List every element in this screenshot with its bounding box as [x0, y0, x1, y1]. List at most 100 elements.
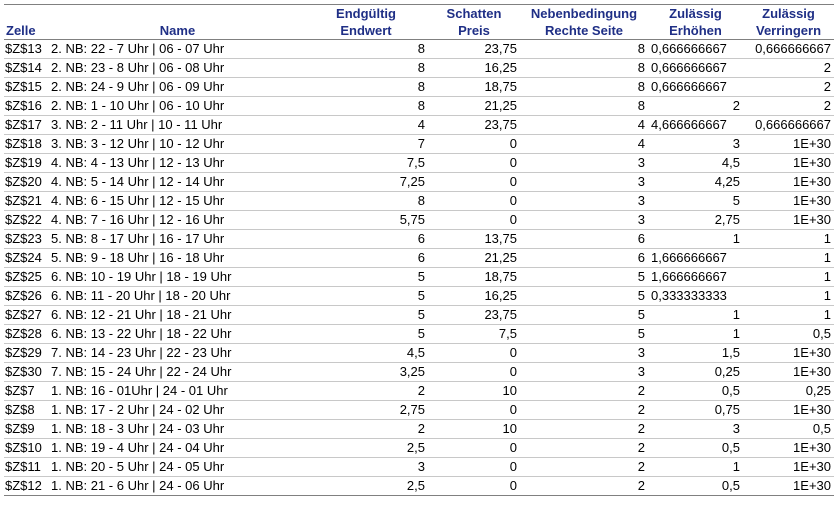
shadow-price: 0 — [509, 345, 517, 360]
table-row: $Z$15 2. NB: 24 - 9 Uhr | 06 - 09 Uhr 8 18,… — [4, 78, 834, 97]
table-header: Endgültig Schatten Nebenbedingung Zuläss… — [4, 4, 834, 40]
allowable-increase: 0,5 — [721, 383, 740, 398]
constraint-name: 7. NB: 14 - 23 Uhr | 22 - 23 Uhr — [51, 345, 232, 360]
allowable-increase: 5 — [732, 193, 740, 208]
shadow-price: 18,75 — [484, 269, 517, 284]
allowable-decrease: 1 — [823, 288, 831, 303]
constraint-name: 4. NB: 6 - 15 Uhr | 12 - 15 Uhr — [51, 193, 225, 208]
constraint-name: 4. NB: 5 - 14 Uhr | 12 - 14 Uhr — [51, 174, 225, 189]
cell-ref: $Z$26 — [5, 288, 42, 303]
allowable-decrease: 2 — [823, 60, 831, 75]
allowable-decrease: 0,666666667 — [755, 117, 831, 132]
shadow-price: 7,5 — [498, 326, 517, 341]
allowable-increase: 0,5 — [721, 440, 740, 455]
table-row: $Z$20 4. NB: 5 - 14 Uhr | 12 - 14 Uhr 7,25… — [4, 173, 834, 192]
final-value: 2,5 — [406, 478, 425, 493]
cell-ref: $Z$27 — [5, 307, 42, 322]
final-value: 5,75 — [399, 212, 425, 227]
cell-ref: $Z$9 — [5, 421, 35, 436]
allowable-increase: 4,5 — [721, 155, 740, 170]
constraint-name: 2. NB: 1 - 10 Uhr | 06 - 10 Uhr — [51, 98, 225, 113]
allowable-increase: 4,25 — [714, 174, 740, 189]
allowable-increase: 2,75 — [714, 212, 740, 227]
constraint-rhs: 3 — [637, 212, 645, 227]
shadow-price: 0 — [509, 402, 517, 417]
shadow-price: 23,75 — [484, 117, 517, 132]
table-row: $Z$25 6. NB: 10 - 19 Uhr | 18 - 19 Uhr 5 18… — [4, 268, 834, 287]
table-row: $Z$24 5. NB: 9 - 18 Uhr | 16 - 18 Uhr 6 21,… — [4, 249, 834, 268]
cell-ref: $Z$23 — [5, 231, 42, 246]
constraint-name: 6. NB: 12 - 21 Uhr | 18 - 21 Uhr — [51, 307, 232, 322]
table-row: $Z$26 6. NB: 11 - 20 Uhr | 18 - 20 Uhr 5 16… — [4, 287, 834, 306]
shadow-price: 0 — [509, 478, 517, 493]
cell-ref: $Z$24 — [5, 250, 42, 265]
cell-ref: $Z$14 — [5, 60, 42, 75]
constraints-table: Endgültig Schatten Nebenbedingung Zuläss… — [4, 4, 834, 496]
constraint-name: 1. NB: 20 - 5 Uhr | 24 - 05 Uhr — [51, 459, 225, 474]
allowable-decrease: 1 — [823, 250, 831, 265]
allowable-decrease: 1 — [823, 307, 831, 322]
table-row: $Z$29 7. NB: 14 - 23 Uhr | 22 - 23 Uhr 4,5… — [4, 344, 834, 363]
constraint-rhs: 3 — [637, 155, 645, 170]
cell-ref: $Z$22 — [5, 212, 42, 227]
final-value: 5 — [417, 269, 425, 284]
final-value: 7,25 — [399, 174, 425, 189]
allowable-decrease: 1E+30 — [793, 459, 831, 474]
cell-ref: $Z$17 — [5, 117, 42, 132]
constraint-rhs: 2 — [637, 383, 645, 398]
constraint-rhs: 5 — [637, 326, 645, 341]
constraint-rhs: 8 — [637, 60, 645, 75]
constraint-name: 5. NB: 8 - 17 Uhr | 16 - 17 Uhr — [51, 231, 225, 246]
header-allowable-increase: Erhöhen — [669, 23, 722, 38]
final-value: 8 — [417, 193, 425, 208]
allowable-increase: 1 — [732, 307, 740, 322]
allowable-increase: 1,666666667 — [651, 250, 727, 265]
constraint-name: 4. NB: 4 - 13 Uhr | 12 - 13 Uhr — [51, 155, 225, 170]
final-value: 7 — [417, 136, 425, 151]
cell-ref: $Z$28 — [5, 326, 42, 341]
constraint-name: 2. NB: 22 - 7 Uhr | 06 - 07 Uhr — [51, 41, 225, 56]
constraint-name: 6. NB: 11 - 20 Uhr | 18 - 20 Uhr — [51, 288, 231, 303]
allowable-increase: 3 — [732, 421, 740, 436]
final-value: 8 — [417, 60, 425, 75]
final-value: 4 — [417, 117, 425, 132]
table-row: $Z$21 4. NB: 6 - 15 Uhr | 12 - 15 Uhr 8 0 3 5… — [4, 192, 834, 211]
constraint-name: 1. NB: 21 - 6 Uhr | 24 - 06 Uhr — [51, 478, 225, 493]
final-value: 7,5 — [406, 155, 425, 170]
constraint-rhs: 6 — [637, 250, 645, 265]
final-value: 3 — [417, 459, 425, 474]
constraint-rhs: 2 — [637, 459, 645, 474]
allowable-increase: 2 — [732, 98, 740, 113]
table-row: $Z$10 1. NB: 19 - 4 Uhr | 24 - 04 Uhr 2,5 0… — [4, 439, 834, 458]
table-row: $Z$17 3. NB: 2 - 11 Uhr | 10 - 11 Uhr 4 23,… — [4, 116, 834, 135]
allowable-increase: 1 — [732, 326, 740, 341]
table-row: $Z$19 4. NB: 4 - 13 Uhr | 12 - 13 Uhr 7,5 0… — [4, 154, 834, 173]
allowable-increase: 1,5 — [721, 345, 740, 360]
allowable-decrease: 1E+30 — [793, 402, 831, 417]
allowable-increase: 0,666666667 — [651, 60, 727, 75]
cell-ref: $Z$8 — [5, 402, 35, 417]
allowable-decrease: 1 — [823, 231, 831, 246]
constraint-rhs: 5 — [637, 288, 645, 303]
table-body: $Z$13 2. NB: 22 - 7 Uhr | 06 - 07 Uhr 8 23,… — [4, 40, 834, 496]
header-name-line1 — [51, 5, 304, 23]
cell-ref: $Z$21 — [5, 193, 42, 208]
header-allowable-increase-line1: Zulässig — [669, 6, 722, 21]
table-row: $Z$13 2. NB: 22 - 7 Uhr | 06 - 07 Uhr 8 23,… — [4, 40, 834, 59]
header-allowable-decrease: Verringern — [755, 23, 822, 38]
header-name: Name — [159, 23, 196, 38]
cell-ref: $Z$7 — [5, 383, 35, 398]
table-row: $Z$16 2. NB: 1 - 10 Uhr | 06 - 10 Uhr 8 21,… — [4, 97, 834, 116]
final-value: 8 — [417, 79, 425, 94]
header-final-value: Endwert — [340, 23, 392, 38]
table-row: $Z$12 1. NB: 21 - 6 Uhr | 24 - 06 Uhr 2,5 0… — [4, 477, 834, 496]
constraint-name: 2. NB: 23 - 8 Uhr | 06 - 08 Uhr — [51, 60, 225, 75]
allowable-decrease: 2 — [823, 98, 831, 113]
table-row: $Z$8 1. NB: 17 - 2 Uhr | 24 - 02 Uhr 2,75 0… — [4, 401, 834, 420]
shadow-price: 10 — [502, 383, 517, 398]
cell-ref: $Z$20 — [5, 174, 42, 189]
cell-ref: $Z$25 — [5, 269, 42, 284]
constraint-rhs: 2 — [637, 478, 645, 493]
header-constraint-rhs: Rechte Seite — [544, 23, 624, 38]
allowable-increase: 0,333333333 — [651, 288, 727, 303]
